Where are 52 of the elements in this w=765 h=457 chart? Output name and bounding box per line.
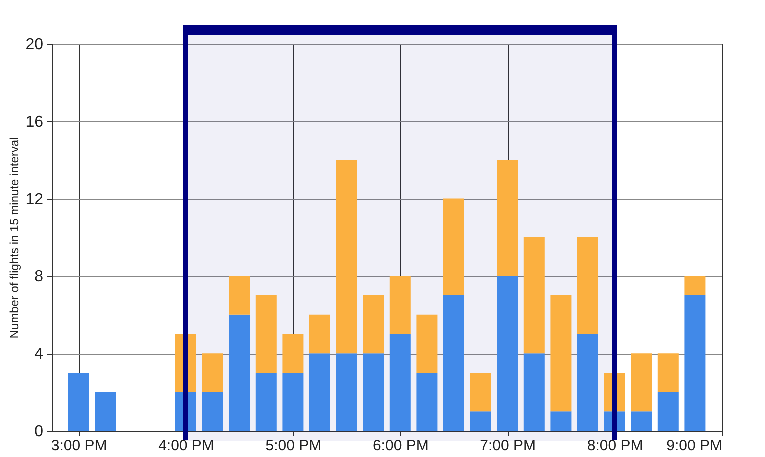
bar	[444, 296, 464, 431]
bar	[578, 334, 598, 431]
bar	[658, 354, 679, 392]
bar	[229, 314, 250, 431]
bar	[497, 276, 518, 431]
bar	[363, 296, 384, 354]
bar	[550, 296, 572, 412]
bar	[416, 372, 438, 431]
bar	[684, 276, 706, 296]
x-tick-label: 3:00 PM	[51, 438, 108, 454]
y-tick-label: 16	[26, 114, 44, 131]
bar	[444, 198, 464, 296]
bar	[497, 160, 518, 276]
bar	[470, 372, 492, 412]
bar	[229, 276, 250, 315]
bar	[202, 392, 224, 431]
bar	[282, 372, 304, 431]
bar	[578, 238, 598, 334]
bar	[550, 412, 572, 431]
bar	[336, 160, 358, 354]
x-tick-label: 9:00 PM	[666, 438, 722, 454]
bar	[631, 412, 652, 431]
x-tick-label: 7:00 PM	[480, 438, 536, 454]
x-tick-label: 4:00 PM	[158, 438, 214, 454]
x-tick-label: 8:00 PM	[587, 438, 644, 454]
bar	[470, 412, 492, 431]
bar	[282, 334, 304, 373]
bar	[256, 296, 277, 373]
bar	[684, 296, 706, 431]
bar	[658, 392, 679, 431]
bar	[524, 354, 545, 431]
y-axis-title: Number of flights in 15 minute interval	[8, 137, 22, 339]
bar	[363, 354, 384, 431]
y-tick-label: 8	[34, 268, 44, 286]
bar	[390, 334, 411, 431]
bar	[631, 354, 652, 412]
bar	[390, 276, 411, 334]
y-tick-label: 12	[26, 191, 44, 208]
bar	[310, 314, 330, 354]
y-tick-label: 20	[26, 36, 44, 54]
bar	[336, 354, 358, 431]
x-tick-label: 5:00 PM	[266, 438, 322, 454]
bar	[416, 314, 438, 373]
bar	[202, 354, 224, 392]
y-tick-label: 0	[34, 424, 44, 440]
bar	[256, 372, 277, 431]
bar	[95, 392, 116, 431]
bar	[68, 372, 90, 431]
bar	[524, 238, 545, 354]
bar	[310, 354, 330, 431]
x-tick-label: 6:00 PM	[372, 438, 429, 454]
y-tick-label: 4	[34, 346, 44, 364]
